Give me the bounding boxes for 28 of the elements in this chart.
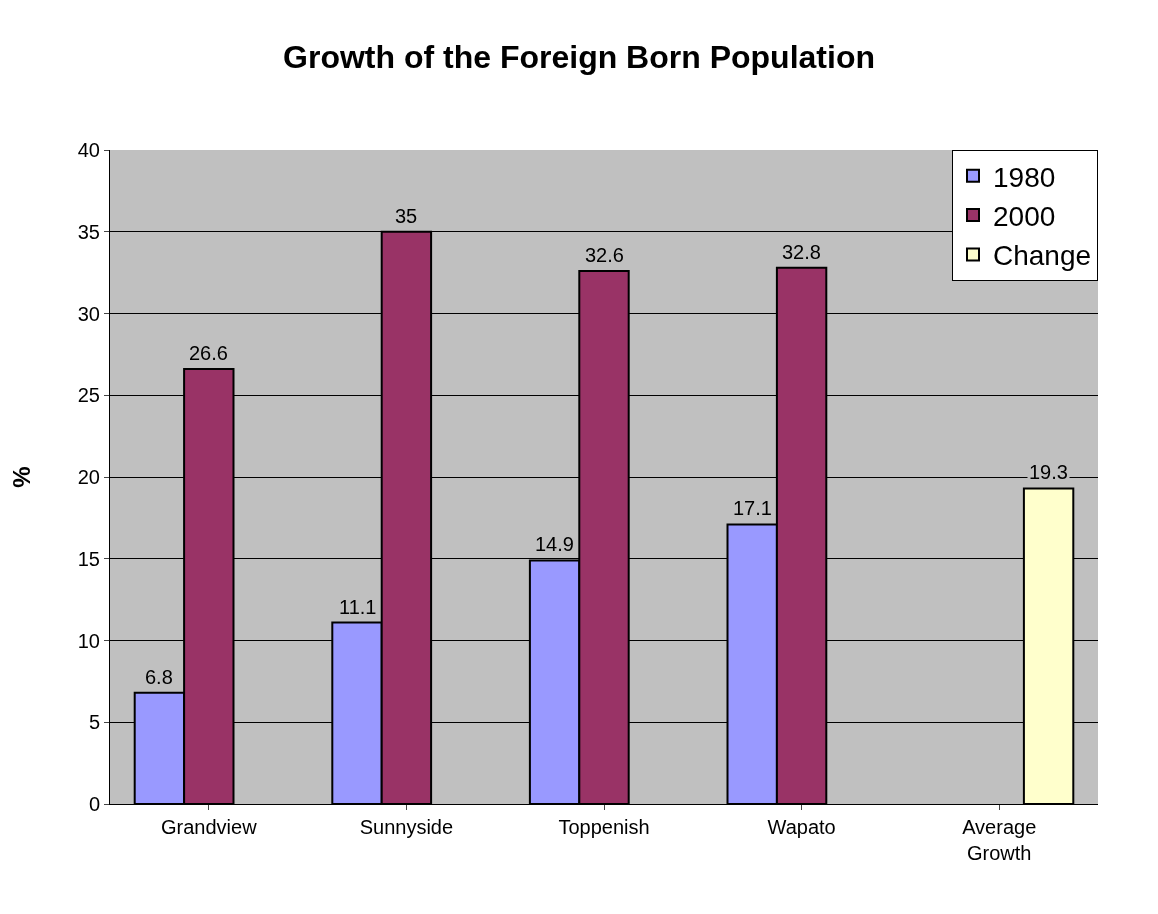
x-tick-label: Toppenish bbox=[558, 816, 650, 838]
legend-label: 1980 bbox=[993, 161, 1056, 193]
legend-label: 2000 bbox=[993, 201, 1056, 233]
x-tick-label: Sunnyside bbox=[359, 816, 454, 838]
y-tick-label: 40 bbox=[77, 139, 100, 161]
data-label: 17.1 bbox=[733, 497, 772, 519]
data-label: 35 bbox=[395, 205, 418, 227]
legend-label: Change bbox=[993, 240, 1092, 272]
data-label: 26.6 bbox=[189, 342, 228, 364]
data-label: 19.3 bbox=[1029, 461, 1068, 483]
data-label: 11.1 bbox=[339, 596, 377, 618]
x-tick-label: Grandview bbox=[161, 816, 258, 838]
data-label: 32.6 bbox=[585, 244, 624, 266]
y-axis-title: % bbox=[7, 466, 35, 488]
x-tick-label: Wapato bbox=[767, 816, 836, 838]
x-tick-label: Average Growth bbox=[962, 816, 1037, 864]
y-tick-label: 20 bbox=[77, 466, 100, 488]
data-label: 14.9 bbox=[535, 533, 574, 555]
y-tick-label: 35 bbox=[77, 220, 100, 243]
y-tick-label: 5 bbox=[88, 711, 100, 734]
y-tick-label: 10 bbox=[77, 629, 100, 652]
y-tick-label: 30 bbox=[77, 302, 100, 325]
y-tick-label: 0 bbox=[88, 793, 100, 815]
data-label: 6.8 bbox=[145, 666, 173, 688]
y-tick-label: 15 bbox=[77, 547, 100, 570]
chart-title: Growth of the Foreign Born Population bbox=[283, 39, 875, 76]
data-label: 32.8 bbox=[782, 241, 821, 263]
y-tick-label: 25 bbox=[77, 384, 100, 407]
